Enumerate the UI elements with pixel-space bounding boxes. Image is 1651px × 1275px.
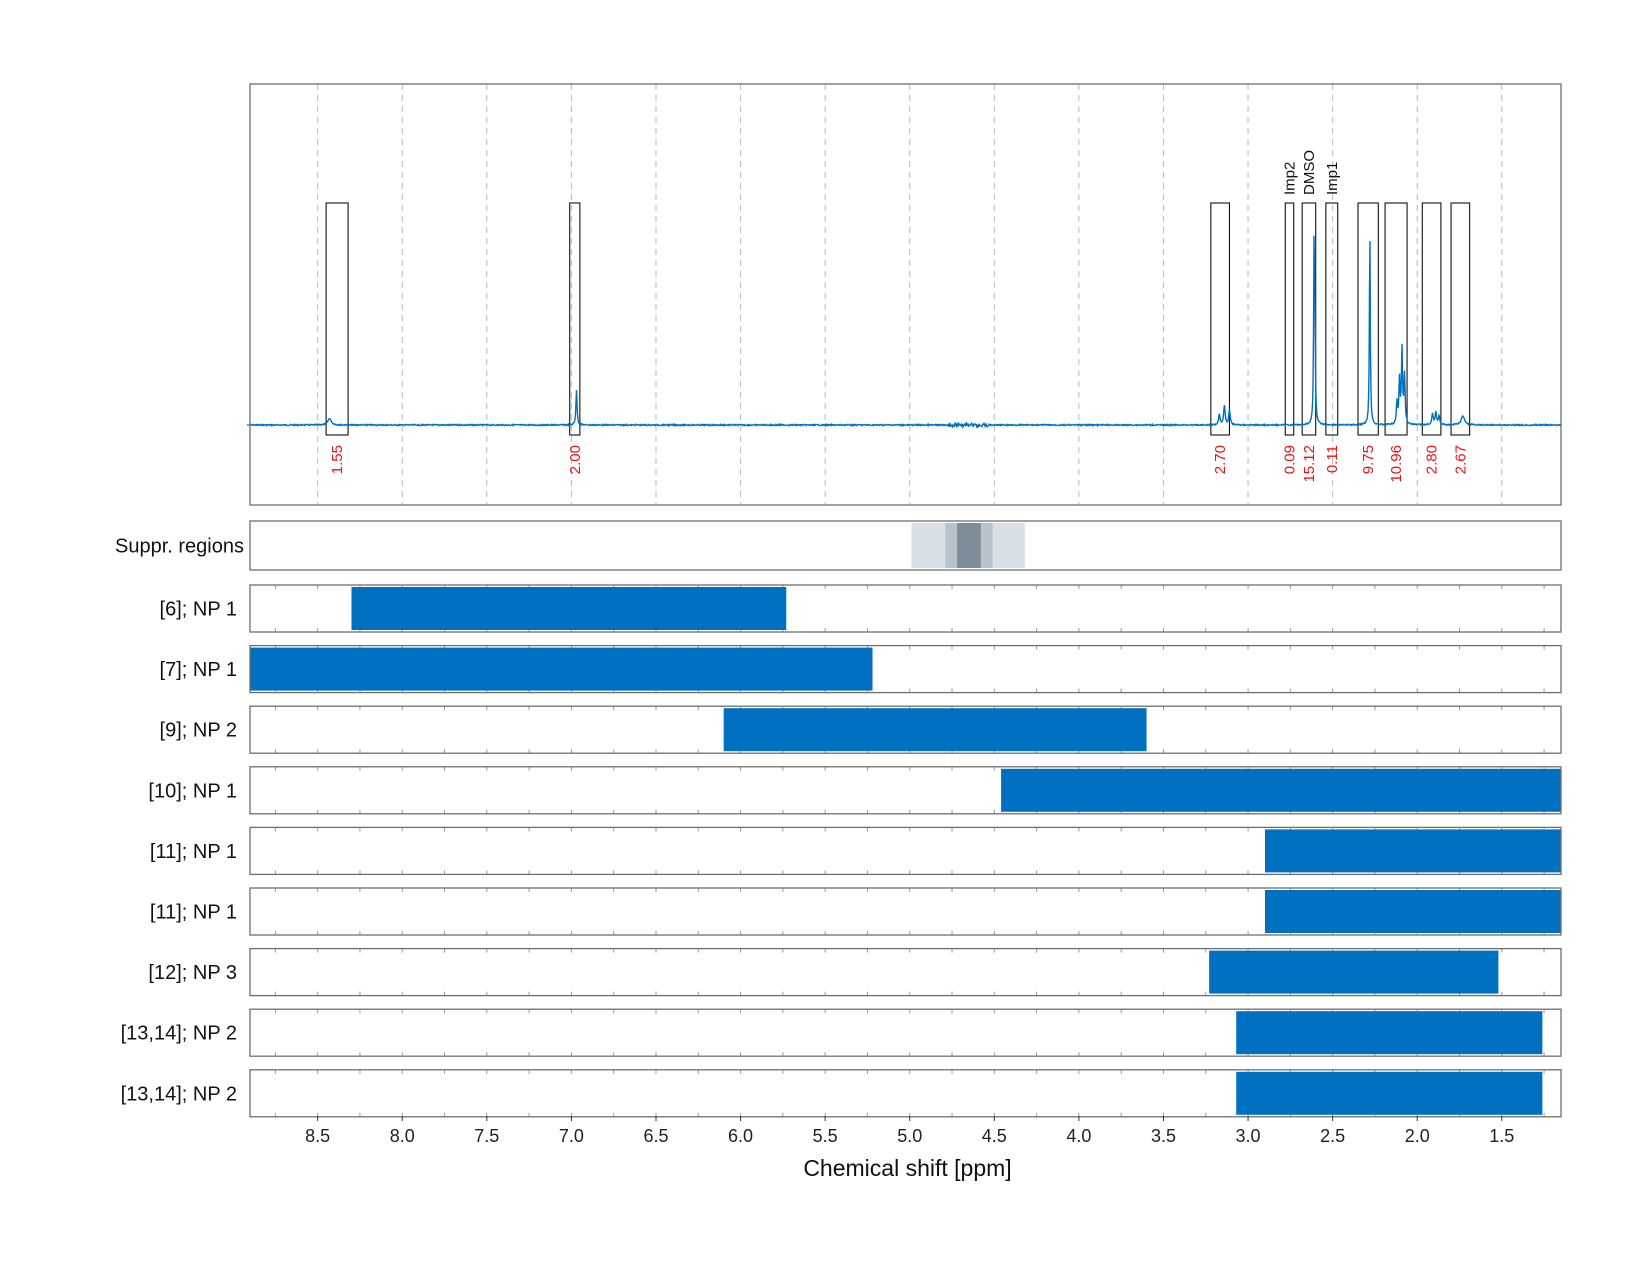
x-tick-label: 4.5 [982, 1126, 1007, 1146]
spectrum-panel: 1.55 2.00 2.70 0.09 Imp2 15.12 DMSO 0.11 Imp1 9.7… [247, 83, 1562, 506]
suppressed-frame [249, 520, 1562, 571]
x-tick-label: 5.5 [813, 1126, 838, 1146]
integral-label: 1.55 [329, 445, 346, 474]
x-tick-label: 8.5 [305, 1126, 330, 1146]
integral-label: 2.00 [567, 445, 584, 474]
range-bar [1001, 768, 1561, 812]
row-frame [249, 1008, 1562, 1057]
range-bar [1209, 950, 1499, 994]
x-axis: 8.5 8.0 7.5 7.0 6.5 6.0 5.5 5.0 4.5 4.0 3.5 3.0 2.5 2… [305, 1116, 1514, 1181]
range-bar [1264, 890, 1561, 933]
row-frame [249, 887, 1562, 936]
row-label: [9]; NP 2 [160, 720, 237, 742]
row-frame [249, 766, 1562, 815]
x-tick-label: 2.0 [1405, 1126, 1430, 1146]
range-bar [1236, 1011, 1543, 1055]
integral-label: 2.80 [1424, 445, 1441, 474]
range-rows-panel: [6]; NP 1 [7]; NP 1 [9]; NP 2 [10]; NP 1 [11… [121, 584, 1562, 1118]
integration-box [1357, 202, 1379, 436]
x-tick-label: 8.0 [390, 1126, 415, 1146]
row-label: [7]; NP 1 [160, 659, 237, 681]
integral-label: 2.67 [1452, 445, 1469, 474]
range-bar [351, 587, 787, 630]
integral-label: 9.75 [1360, 445, 1377, 474]
range-bar [723, 708, 1147, 752]
suppressed-band [957, 523, 981, 568]
integration-box [325, 202, 349, 436]
row-frame [249, 1069, 1562, 1118]
x-tick-label: 5.0 [897, 1126, 922, 1146]
integral-label: 0.09 [1281, 445, 1298, 474]
x-tick-label: 6.5 [643, 1126, 668, 1146]
x-tick-label: 1.5 [1489, 1126, 1514, 1146]
row-frame [249, 705, 1562, 754]
integral-label: 10.96 [1388, 445, 1405, 483]
x-tick-label: 3.0 [1236, 1126, 1261, 1146]
peak-name-label: DMSO [1301, 150, 1318, 195]
integration-box [1450, 202, 1471, 436]
integration-box [569, 202, 581, 436]
integral-label: 15.12 [1301, 445, 1318, 483]
row-label: [10]; NP 1 [148, 780, 237, 802]
spectrum-line [249, 235, 1562, 430]
range-bar [250, 647, 873, 691]
row-label: [11]; NP 1 [150, 902, 237, 924]
x-tick-label: 4.0 [1066, 1126, 1091, 1146]
row-label: Suppr. regions [115, 536, 244, 558]
integral-label: 2.70 [1212, 445, 1229, 474]
peak-name-label: Imp1 [1324, 162, 1341, 195]
row-frame [249, 947, 1562, 997]
row-label: [13,14]; NP 2 [121, 1083, 237, 1105]
row-label: [13,14]; NP 2 [121, 1023, 237, 1045]
spectrum-frame [249, 83, 1562, 506]
peak-name-label: Imp2 [1281, 162, 1298, 195]
x-tick-label: 7.0 [559, 1126, 584, 1146]
row-label: [11]; NP 1 [150, 841, 237, 863]
x-tick-label: 3.5 [1151, 1126, 1176, 1146]
integration-box [1384, 202, 1408, 436]
x-axis-title: Chemical shift [ppm] [803, 1155, 1011, 1181]
row-frame [249, 584, 1562, 633]
x-tick-label: 7.5 [474, 1126, 499, 1146]
suppressed-regions-panel: Suppr. regions [115, 520, 1562, 571]
row-frame [249, 826, 1562, 876]
row-label: [12]; NP 3 [148, 962, 237, 984]
integration-box [1421, 202, 1442, 436]
row-label: [6]; NP 1 [160, 599, 237, 621]
range-bar [1236, 1071, 1543, 1115]
row-frame [249, 644, 1562, 694]
x-tick-label: 2.5 [1320, 1126, 1345, 1146]
integral-label: 0.11 [1324, 445, 1341, 473]
integration-box [1325, 202, 1339, 436]
integration-box [1210, 202, 1230, 436]
integration-box [1284, 202, 1295, 436]
range-bar [1264, 829, 1561, 873]
x-tick-label: 6.0 [728, 1126, 753, 1146]
